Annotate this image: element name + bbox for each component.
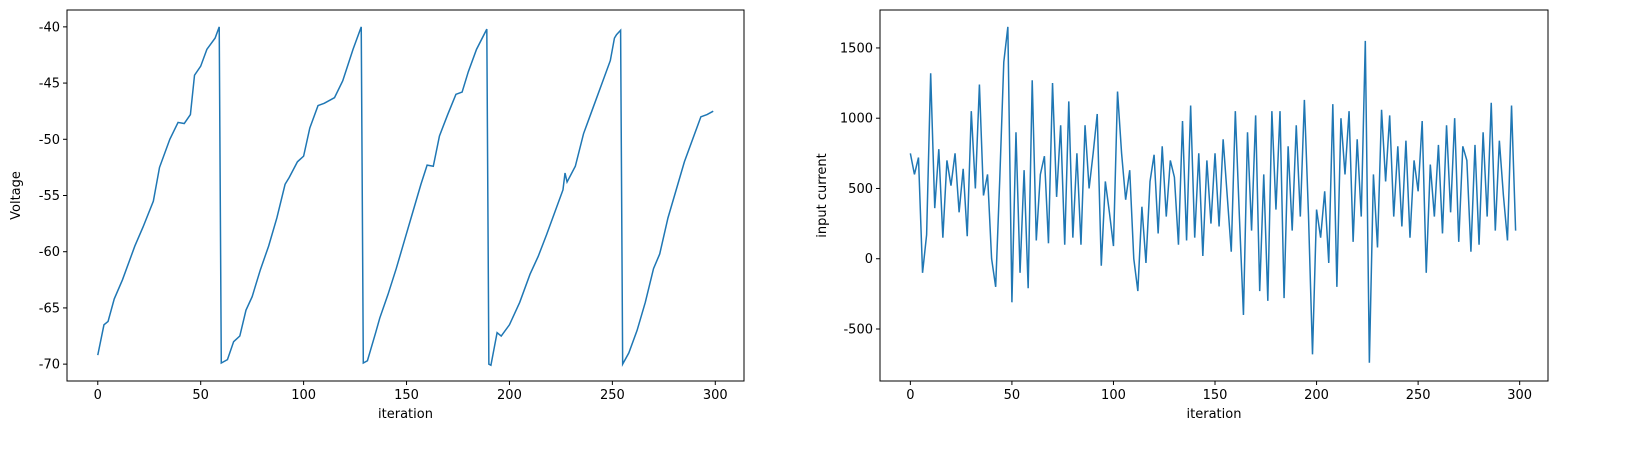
x-tick-label: 50 — [192, 388, 209, 403]
x-tick-label: 0 — [906, 388, 914, 403]
axes-frame — [879, 9, 1549, 382]
y-axis-label: Voltage — [9, 171, 24, 220]
y-tick-label: -60 — [39, 245, 60, 260]
y-tick-label: 1000 — [840, 112, 873, 127]
x-tick-label: 0 — [94, 388, 102, 403]
y-tick-label: -55 — [39, 189, 60, 204]
y-tick-label: 0 — [865, 252, 873, 267]
x-tick-label: 100 — [291, 388, 316, 403]
x-axis-label: iteration — [378, 407, 433, 422]
x-tick-label: 200 — [497, 388, 522, 403]
data-line — [97, 26, 714, 368]
x-tick-label: 150 — [394, 388, 419, 403]
y-tick-label: -70 — [39, 358, 60, 373]
x-tick-label: 250 — [600, 388, 625, 403]
y-tick-label: -45 — [39, 77, 60, 92]
y-tick-label: -65 — [39, 301, 60, 316]
axes-frame — [66, 9, 745, 382]
x-tick-label: 100 — [1101, 388, 1126, 403]
y-tick-label: 1500 — [840, 41, 873, 56]
x-tick-label: 300 — [1507, 388, 1532, 403]
x-tick-label: 300 — [703, 388, 728, 403]
y-tick-label: -40 — [39, 20, 60, 35]
x-tick-label: 50 — [1004, 388, 1021, 403]
x-axis-label: iteration — [1187, 407, 1242, 422]
y-tick-label: -50 — [39, 133, 60, 148]
x-tick-label: 200 — [1304, 388, 1329, 403]
y-axis-label: input current — [815, 153, 830, 237]
data-line — [909, 26, 1517, 363]
y-tick-label: -500 — [843, 323, 873, 338]
x-tick-label: 250 — [1406, 388, 1431, 403]
x-tick-label: 150 — [1203, 388, 1228, 403]
y-tick-label: 500 — [848, 182, 873, 197]
